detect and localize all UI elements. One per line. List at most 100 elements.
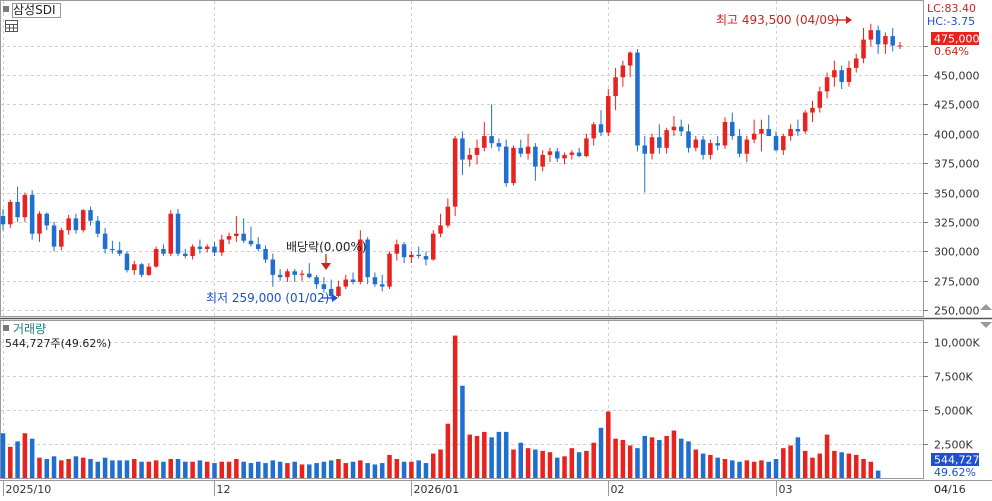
candle-body [255, 244, 261, 249]
volume-bar [88, 459, 93, 478]
candle-body [394, 244, 400, 254]
volume-bar [700, 453, 706, 478]
candle-body [759, 129, 764, 134]
volume-bar [197, 460, 203, 478]
volume-bar [190, 461, 195, 478]
volume-bar [132, 459, 137, 478]
volume-bar [117, 460, 122, 478]
candle-body [350, 279, 356, 282]
volume-bar [868, 461, 874, 478]
volume-bar [627, 445, 633, 478]
hc-label: HC:-3.75 [927, 15, 975, 28]
table-icon[interactable] [5, 20, 18, 32]
x-tick-label: 04 [934, 483, 948, 496]
candle-body [722, 121, 728, 146]
volume-badge [931, 453, 979, 466]
volume-bar [635, 448, 640, 478]
volume-bar [708, 454, 713, 478]
price-tick-label: 425,000 [934, 99, 980, 112]
candle-body [664, 130, 669, 148]
volume-bar [686, 441, 691, 478]
candle-body [66, 218, 71, 231]
high-annotation: 최고 493,500 (04/09) [716, 13, 839, 27]
candle-body [846, 67, 852, 82]
volume-badge-value: 544,727 [934, 454, 980, 467]
volume-bar [8, 446, 13, 478]
volume-bar [212, 463, 217, 478]
candle-body [277, 274, 283, 278]
x-tick-label: 2026/01 [414, 483, 460, 496]
volume-bar [678, 438, 684, 478]
candle-body [438, 225, 443, 234]
volume-bar [409, 461, 414, 478]
volume-bar [95, 461, 101, 478]
scale-scroll-down-icon[interactable] [980, 304, 992, 310]
volume-bar [416, 460, 421, 478]
candle-body [102, 233, 108, 249]
candle-body [562, 154, 567, 159]
candle-body [671, 126, 677, 131]
scale-scroll-up-icon[interactable] [980, 322, 992, 328]
volume-title: 거래량 [13, 322, 46, 336]
volume-bar [438, 449, 443, 478]
volume-bar [314, 463, 319, 478]
volume-menu-icon[interactable] [3, 325, 9, 331]
candle-body [292, 271, 297, 275]
volume-bar [22, 433, 28, 478]
volume-bar [321, 461, 327, 478]
candle-body [379, 284, 385, 287]
candle-body [372, 277, 378, 285]
low-annotation: 최저 259,000 (01/02) [206, 291, 329, 305]
x-tick-label: 04/16 [934, 483, 966, 496]
volume-bar [29, 438, 35, 478]
volume-bar [161, 461, 166, 478]
candle-body [51, 225, 57, 247]
candle-body [270, 259, 276, 275]
candle-body [37, 213, 42, 234]
candle-body [161, 248, 166, 254]
volume-bar [80, 457, 86, 478]
candle-body [124, 253, 130, 271]
stock-name: 삼성SDI [13, 3, 55, 17]
volume-bar [37, 457, 42, 478]
volume-bar [489, 437, 494, 478]
volume-bar [204, 461, 210, 478]
volume-bar [591, 442, 596, 478]
price-tick-label: 450,000 [934, 70, 980, 83]
candle-body [642, 145, 648, 154]
volume-bar [781, 448, 786, 478]
candle-body [226, 236, 232, 240]
candle-body [416, 254, 421, 257]
candle-body [832, 70, 837, 78]
volume-bar [124, 460, 130, 478]
candle-body [547, 151, 553, 155]
volume-bar [255, 461, 261, 478]
volume-bar [292, 461, 297, 478]
volume-bar [547, 452, 553, 478]
candle-body [212, 246, 217, 253]
candle-body [132, 264, 137, 271]
candle-body [518, 147, 524, 154]
candle-body [153, 248, 159, 267]
volume-bar [861, 459, 866, 478]
candle-body [482, 136, 487, 148]
volume-bar [270, 460, 276, 478]
candle-body [730, 121, 735, 137]
candle-body [29, 194, 35, 234]
volume-bar [0, 433, 6, 478]
candle-body [0, 216, 6, 225]
candle-body [44, 213, 50, 226]
candle-body [584, 138, 589, 157]
candle-body [80, 210, 86, 231]
candle-body [146, 266, 152, 275]
stock-name-box[interactable] [12, 3, 61, 18]
y-axis: 250,000 275,000 300,000 325,000 350,000 375,0… [923, 46, 980, 452]
volume-bar [766, 461, 771, 478]
volume-bar [751, 461, 757, 478]
volume-bar [606, 411, 611, 478]
volume-bar [263, 463, 268, 478]
panel-menu-icon[interactable] [3, 6, 9, 12]
candle-body [613, 77, 618, 97]
